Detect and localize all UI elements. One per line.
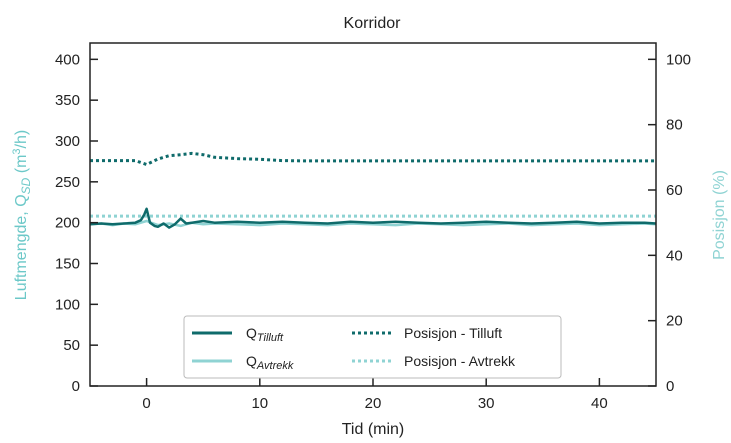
y-tick-label: 100 [55,296,80,313]
y-axis-label-sup: 3 [11,148,23,154]
series-line-q-tilluft [89,207,657,229]
y2-tick-label: 60 [666,182,683,199]
x-axis-label: Tid (min) [342,421,405,438]
y-tick-label: 300 [55,133,80,150]
y2-tick-label: 100 [666,51,691,68]
y2-tick-label: 20 [666,313,683,330]
legend-box [183,315,562,379]
legend-label-tilluft: QTilluft [246,325,284,344]
y2-tick-label: 80 [666,117,683,134]
y2-axis-label: Posisjon (%) [711,170,728,260]
y-tick-label: 350 [55,92,80,109]
y-axis-left: 0 50 100 150 200 250 300 350 400 [55,51,98,395]
y2-tick-label: 40 [666,247,683,264]
x-tick-label: 30 [478,395,495,412]
y-axis-label-sub: SD [19,177,33,194]
y-tick-label: 250 [55,174,80,191]
y-axis-label-unit-pre: (m [13,155,30,178]
y-tick-label: 200 [55,215,80,232]
y-tick-label: 150 [55,256,80,273]
y-axis-label-unit-post: /h) [13,130,30,149]
x-tick-label: 0 [142,395,150,412]
y-axis-right: 0 20 40 60 80 100 [648,51,691,395]
legend-label-avtrekk: QAvtrekk [246,353,294,372]
y-axis-label: Luftmengde, QSD (m3/h) [11,130,33,300]
chart-title: Korridor [344,15,402,32]
legend-label-posisjon-avtrekk: Posisjon - Avtrekk [404,353,516,369]
x-tick-label: 40 [591,395,608,412]
legend-label-posisjon-tilluft: Posisjon - Tilluft [404,325,502,341]
y-tick-label: 400 [55,51,80,68]
x-tick-label: 20 [365,395,382,412]
y2-tick-label: 0 [666,378,674,395]
series-line-posisjon-tilluft [90,151,656,166]
plot-area [89,151,657,229]
y-tick-label: 0 [72,378,80,395]
y-axis-label-prefix: Luftmengde, Q [13,194,30,300]
x-tick-label: 10 [251,395,268,412]
legend: QTilluft QAvtrekk Posisjon - Tilluft Pos… [183,315,562,379]
y-tick-label: 50 [63,337,80,354]
x-axis: 0 10 20 30 40 [142,378,608,412]
